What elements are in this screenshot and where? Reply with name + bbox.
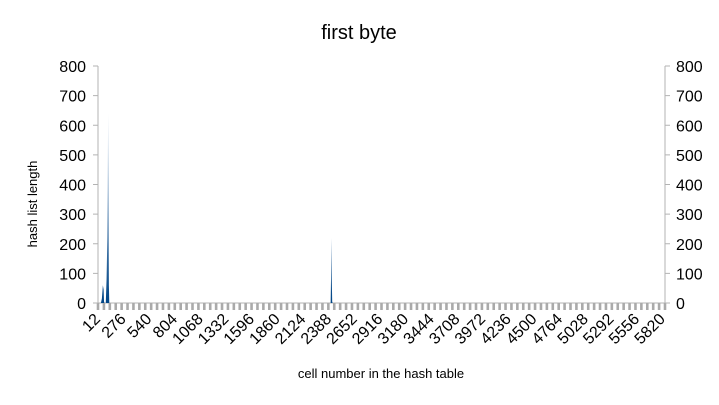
- x-tick-label: 5820: [632, 311, 669, 348]
- y-tick-label-left: 300: [59, 207, 86, 224]
- y-tick-label-right: 400: [676, 178, 703, 195]
- y-tick-label-left: 500: [59, 148, 86, 165]
- y-tick-label-left: 100: [59, 266, 86, 283]
- x-tick-label: 540: [124, 311, 155, 342]
- y-tick-label-right: 700: [676, 89, 703, 106]
- y-tick-label-right: 600: [676, 118, 703, 135]
- y-axis-title: hash list length: [25, 161, 40, 248]
- x-axis-ticks: 1227654080410681332159618602124238826522…: [79, 311, 669, 348]
- plot-frame: [97, 66, 666, 304]
- y-tick-label-right: 100: [676, 266, 703, 283]
- y-tick-label-left: 0: [77, 296, 86, 313]
- y-axis-right-ticks: 0 100 200 300 400 500 600 700 800: [665, 59, 703, 313]
- y-tick-label-left: 800: [59, 59, 86, 76]
- y-tick-label-right: 800: [676, 59, 703, 76]
- y-tick-label-left: 200: [59, 237, 86, 254]
- x-tick-label: 276: [99, 311, 130, 342]
- series-area-0: [98, 113, 665, 304]
- y-tick-label-left: 600: [59, 118, 86, 135]
- y-tick-label-right: 0: [676, 296, 685, 313]
- y-tick-label-right: 500: [676, 148, 703, 165]
- y-tick-label-left: 400: [59, 178, 86, 195]
- y-tick-label-right: 200: [676, 237, 703, 254]
- x-minor-ticks: [96, 303, 667, 310]
- y-tick-label-left: 700: [59, 89, 86, 106]
- y-axis-left-ticks: 0 100 200 300 400 500 600 700 800: [59, 59, 98, 313]
- x-axis-title: cell number in the hash table: [298, 366, 464, 381]
- chart-title: first byte: [321, 22, 397, 44]
- y-tick-label-right: 300: [676, 207, 703, 224]
- series-layer: [98, 113, 665, 304]
